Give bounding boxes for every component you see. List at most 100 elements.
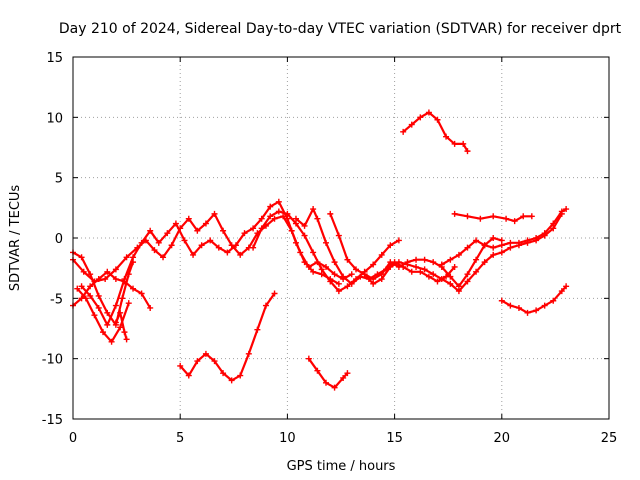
data-point-marker: [284, 210, 291, 217]
data-point-marker: [123, 336, 130, 343]
series-line: [402, 111, 469, 153]
series-line: [114, 311, 128, 341]
data-point-marker: [451, 140, 458, 147]
data-point-marker: [563, 283, 570, 290]
data-point-marker: [275, 198, 282, 205]
data-point-marker: [370, 280, 377, 287]
data-point-marker: [310, 206, 317, 213]
data-point-marker: [425, 273, 432, 280]
data-point-marker: [404, 261, 411, 268]
data-point-marker: [102, 276, 109, 283]
data-point-marker: [292, 239, 299, 246]
data-point-marker: [327, 278, 334, 285]
data-point-marker: [434, 278, 441, 285]
data-point-marker: [292, 215, 299, 222]
data-point-marker: [498, 249, 505, 256]
data-point-marker: [224, 249, 231, 256]
y-tick-label: -15: [42, 413, 63, 428]
series-trace-6: [112, 309, 130, 343]
series-line: [71, 270, 152, 310]
data-point-marker: [357, 273, 364, 280]
data-point-marker: [550, 297, 557, 304]
data-point-marker: [301, 232, 308, 239]
data-point-marker: [237, 251, 244, 258]
y-tick-label: 5: [55, 172, 63, 187]
data-point-marker: [185, 372, 192, 379]
data-point-marker: [104, 309, 111, 316]
data-point-marker: [413, 263, 420, 270]
data-point-marker: [331, 259, 338, 266]
data-point-marker: [503, 215, 510, 222]
data-point-marker: [524, 237, 531, 244]
data-point-marker: [378, 276, 385, 283]
data-point-marker: [541, 302, 548, 309]
data-point-marker: [464, 213, 471, 220]
chart-title: Day 210 of 2024, Sidereal Day-to-day VTE…: [59, 21, 622, 37]
data-point-marker: [194, 227, 201, 234]
data-point-marker: [563, 206, 570, 213]
data-point-marker: [215, 244, 222, 251]
data-point-marker: [177, 362, 184, 369]
data-point-marker: [430, 259, 437, 266]
data-point-marker: [447, 256, 454, 263]
data-point-marker: [438, 276, 445, 283]
series-trace-4: [70, 268, 154, 311]
data-point-marker: [202, 350, 209, 357]
data-point-marker: [344, 283, 351, 290]
data-point-marker: [121, 278, 128, 285]
data-point-marker: [408, 268, 415, 275]
data-point-marker: [185, 215, 192, 222]
y-tick-label: -5: [50, 292, 63, 307]
y-tick-label: 0: [55, 232, 63, 247]
y-tick-label: 10: [46, 111, 63, 126]
data-point-marker: [258, 225, 265, 232]
data-point-marker: [78, 283, 85, 290]
data-point-marker: [190, 251, 197, 258]
data-point-marker: [327, 210, 334, 217]
data-point-marker: [528, 213, 535, 220]
data-point-marker: [78, 254, 85, 261]
data-point-marker: [434, 116, 441, 123]
data-point-marker: [314, 367, 321, 374]
data-point-marker: [87, 283, 94, 290]
data-point-marker: [138, 239, 145, 246]
data-point-marker: [490, 235, 497, 241]
data-point-marker: [267, 213, 274, 220]
data-point-marker: [121, 329, 128, 336]
series-trace-2: [70, 210, 355, 285]
data-point-marker: [123, 254, 130, 261]
series-line: [179, 292, 276, 382]
data-point-marker: [211, 358, 218, 365]
data-point-marker: [344, 370, 351, 377]
data-point-marker: [271, 215, 278, 222]
data-point-marker: [473, 237, 480, 244]
series-trace-3: [78, 198, 342, 328]
data-series: [70, 109, 570, 391]
data-point-marker: [331, 384, 338, 391]
data-point-marker: [207, 237, 214, 244]
data-point-marker: [464, 278, 471, 285]
data-point-marker: [533, 307, 540, 314]
data-point-marker: [91, 312, 98, 319]
data-point-marker: [331, 271, 338, 278]
data-point-marker: [164, 230, 171, 237]
data-point-marker: [125, 300, 132, 307]
data-point-marker: [387, 263, 394, 270]
data-point-marker: [130, 254, 137, 261]
data-point-marker: [160, 254, 167, 261]
data-point-marker: [301, 222, 308, 229]
data-point-marker: [172, 220, 179, 227]
series-trace-7: [250, 208, 402, 295]
data-point-marker: [395, 259, 402, 266]
series-trace-9: [327, 210, 505, 290]
data-point-marker: [322, 239, 329, 246]
data-point-marker: [314, 215, 321, 222]
data-point-marker: [117, 324, 124, 331]
data-point-marker: [481, 242, 488, 249]
data-point-marker: [550, 220, 557, 227]
series-trace-15: [177, 290, 278, 384]
data-point-marker: [455, 251, 462, 258]
data-point-marker: [451, 210, 458, 217]
data-point-marker: [425, 109, 432, 116]
